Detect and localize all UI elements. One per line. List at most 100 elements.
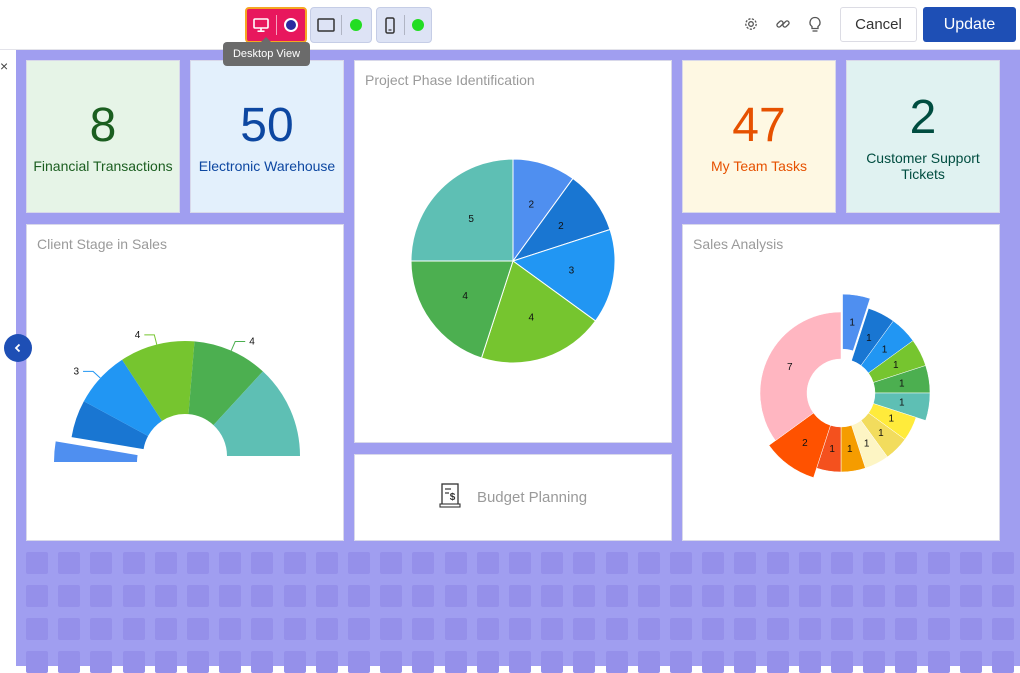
empty-grid-slot xyxy=(509,585,531,607)
empty-grid-slot xyxy=(58,585,81,607)
empty-grid-slot xyxy=(670,618,692,640)
empty-grid-slot xyxy=(959,618,982,640)
link-icon[interactable] xyxy=(773,14,793,34)
tile-value: 50 xyxy=(240,98,294,152)
empty-grid-slot xyxy=(412,585,435,607)
empty-grid-slot xyxy=(251,552,274,574)
empty-grid-slot xyxy=(412,618,435,640)
close-icon[interactable]: × xyxy=(0,58,9,74)
empty-grid-slot xyxy=(315,552,338,574)
empty-grid-slot xyxy=(219,618,242,640)
update-button[interactable]: Update xyxy=(923,7,1016,42)
slice-data-label: 1 xyxy=(899,398,905,409)
empty-grid-slot xyxy=(219,552,242,574)
empty-grid-slot xyxy=(476,651,499,673)
donut-slice[interactable] xyxy=(842,293,871,352)
empty-grid-slot xyxy=(251,618,274,640)
chart-title: Client Stage in Sales xyxy=(37,236,167,252)
budget-planning-card[interactable]: $ Budget Planning xyxy=(354,454,672,541)
tablet-view-toggle[interactable] xyxy=(310,7,372,43)
empty-grid-slot xyxy=(315,618,338,640)
empty-grid-slot xyxy=(766,651,789,673)
svg-text:$: $ xyxy=(450,492,456,503)
empty-grid-slot xyxy=(219,585,242,607)
half-donut-slice[interactable] xyxy=(213,371,300,456)
empty-grid-slot xyxy=(702,585,725,607)
empty-grid-slot xyxy=(992,651,1014,673)
empty-grid-slot xyxy=(122,618,145,640)
empty-grid-slot xyxy=(573,552,596,574)
empty-grid-slot xyxy=(58,552,81,574)
collapse-sidebar-button[interactable] xyxy=(4,334,32,362)
empty-grid-slot xyxy=(283,552,306,574)
pie-slice[interactable] xyxy=(511,228,616,322)
electronic-warehouse-tile[interactable]: 50 Electronic Warehouse xyxy=(190,60,344,213)
empty-grid-slot xyxy=(541,651,564,673)
slice-data-label: 2 xyxy=(802,438,808,449)
customer-support-tickets-tile[interactable]: 2 Customer Support Tickets xyxy=(846,60,1000,213)
empty-grid-slot xyxy=(154,651,177,673)
empty-grid-slot xyxy=(734,651,757,673)
cancel-button[interactable]: Cancel xyxy=(840,7,917,42)
project-phase-chart-card[interactable]: Project Phase Identification 2 2 3 4 4 5 xyxy=(354,60,672,443)
client-stage-chart-card[interactable]: Client Stage in Sales 3 4 4 xyxy=(26,224,344,541)
desktop-view-toggle[interactable] xyxy=(245,7,307,43)
half-donut-slice[interactable] xyxy=(71,401,149,450)
half-donut-slice[interactable] xyxy=(83,359,163,437)
empty-grid-slot xyxy=(927,585,950,607)
slice-data-label: 4 xyxy=(249,337,255,348)
empty-grid-slot xyxy=(895,552,918,574)
pie-slice[interactable] xyxy=(410,260,514,359)
empty-grid-slot xyxy=(927,618,950,640)
pie-slice[interactable] xyxy=(480,260,597,364)
half-donut-slice[interactable] xyxy=(122,341,195,421)
slice-data-label: 5 xyxy=(468,214,474,225)
empty-grid-slot xyxy=(380,618,403,640)
empty-grid-slot xyxy=(734,585,757,607)
slice-data-label: 4 xyxy=(529,312,535,323)
empty-grid-slot xyxy=(605,552,628,574)
empty-grid-slot xyxy=(283,651,306,673)
chart-title: Sales Analysis xyxy=(693,236,784,252)
empty-grid-slot xyxy=(219,651,242,673)
empty-grid-slot xyxy=(541,585,564,607)
half-donut-slice[interactable] xyxy=(188,341,263,426)
empty-grid-slot xyxy=(58,618,81,640)
empty-grid-slot xyxy=(90,585,113,607)
empty-grid-slot xyxy=(831,651,853,673)
empty-grid-slot xyxy=(154,618,177,640)
empty-grid-slot xyxy=(412,651,435,673)
empty-grid-slot xyxy=(509,618,531,640)
empty-grid-slot xyxy=(476,552,499,574)
slice-data-label: 2 xyxy=(529,200,535,211)
mobile-view-toggle[interactable] xyxy=(376,7,432,43)
empty-grid-slot xyxy=(831,618,853,640)
empty-grid-slot xyxy=(122,552,145,574)
donut-slice[interactable] xyxy=(768,412,831,478)
empty-grid-slot xyxy=(26,552,48,574)
empty-grid-slot xyxy=(154,585,177,607)
pie-slice[interactable] xyxy=(410,158,514,262)
gear-icon[interactable] xyxy=(741,14,761,34)
slice-data-label: 1 xyxy=(864,438,870,449)
empty-grid-slot xyxy=(637,618,660,640)
slice-data-label: 1 xyxy=(866,333,872,344)
empty-grid-slot xyxy=(992,585,1014,607)
my-team-tasks-tile[interactable]: 47 My Team Tasks xyxy=(682,60,836,213)
slice-data-label: 1 xyxy=(849,317,855,328)
empty-grid-slot xyxy=(831,552,853,574)
desktop-view-tooltip: Desktop View xyxy=(223,37,310,66)
tile-value: 8 xyxy=(89,98,117,152)
tablet-icon[interactable] xyxy=(311,8,341,42)
lightbulb-icon[interactable] xyxy=(805,14,825,34)
empty-grid-slot xyxy=(959,585,982,607)
empty-grid-slot xyxy=(476,585,499,607)
half-donut-slice[interactable] xyxy=(54,441,138,462)
desktop-icon[interactable] xyxy=(247,9,276,41)
financial-transactions-tile[interactable]: 8 Financial Transactions xyxy=(26,60,180,213)
donut-slice[interactable] xyxy=(759,311,842,441)
tile-value: 2 xyxy=(909,90,937,144)
empty-grid-slot xyxy=(187,618,209,640)
mobile-icon[interactable] xyxy=(377,8,404,42)
